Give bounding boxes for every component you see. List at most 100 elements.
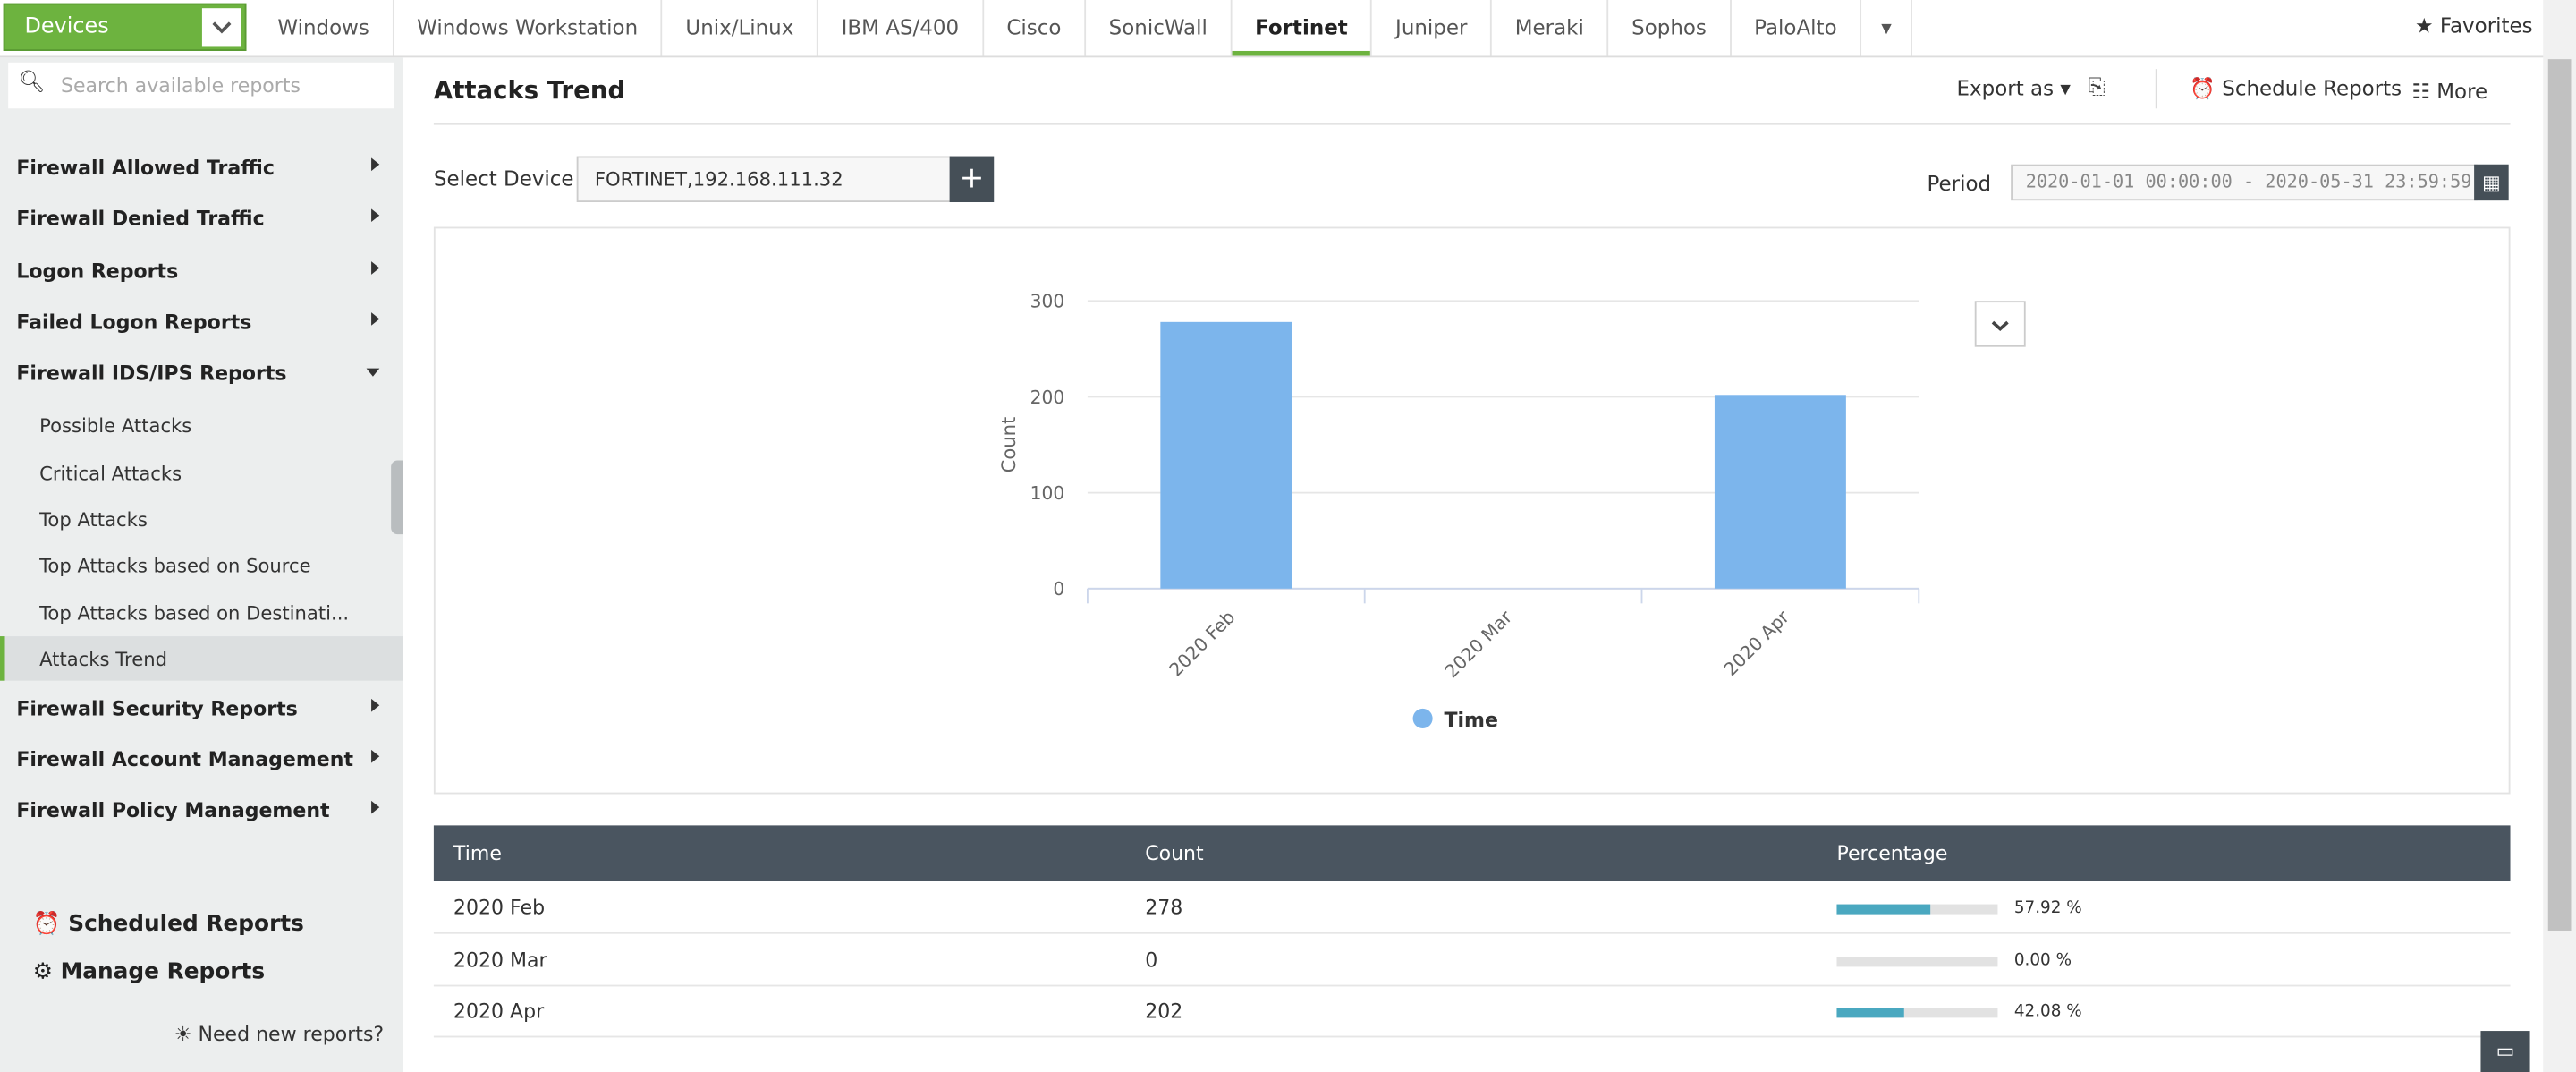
y-axis-title: Count (997, 417, 1020, 473)
tab[interactable]: Windows Workstation (394, 0, 663, 56)
cell: 0.00 % (2013, 950, 2072, 970)
top-bar: Devices Windows Windows Workstation Unix/L… (0, 0, 2576, 58)
chart-panel (433, 226, 2511, 795)
y-tick-label: 200 (1030, 387, 1065, 408)
cell: 0 (1145, 948, 1158, 971)
expand-arrow[interactable] (371, 208, 380, 223)
menu-group[interactable]: Firewall Account Management (16, 748, 353, 771)
schedule-button[interactable]: ⏰ Schedule Reports (2190, 75, 2402, 101)
chevron (212, 21, 232, 34)
schedule-label: Schedule Reports (2222, 75, 2402, 101)
column-header[interactable]: Count (1145, 841, 1204, 865)
tab-more[interactable]: ▾ (1861, 0, 1913, 56)
column-header[interactable]: Time (453, 841, 502, 865)
menu-item[interactable]: Critical Attacks (39, 462, 182, 486)
expand-arrow[interactable] (371, 749, 380, 763)
history-icon[interactable]: ⎘ (2088, 75, 2106, 101)
manage-reports[interactable]: ⚙ Manage Reports (32, 958, 266, 985)
y-tick-label: 300 (1030, 291, 1065, 312)
tab[interactable]: Unix/Linux (663, 0, 818, 56)
cell: 42.08 % (2013, 1002, 2082, 1022)
menu-item[interactable]: Possible Attacks (39, 414, 192, 438)
search-icon: 🔍︎ (18, 71, 46, 96)
expand-arrow[interactable] (371, 261, 380, 275)
device-value: FORTINET,192.168.111.32 (594, 167, 843, 191)
percent-track (1836, 1008, 1998, 1018)
y-tick-label: 0 (1053, 578, 1064, 600)
chevron (1991, 320, 2009, 331)
expand-arrow[interactable] (366, 368, 380, 377)
period-value: 2020-01-01 00:00:00 - 2020-05-31 23:59:5… (2025, 171, 2472, 192)
table-header (433, 825, 2511, 881)
scroll-thumb[interactable] (2547, 59, 2572, 931)
search-box[interactable]: 🔍︎ Search available reports (8, 62, 394, 109)
table-row (433, 933, 2511, 986)
menu-group[interactable]: Firewall Denied Traffic (16, 207, 265, 231)
menu-item[interactable]: Top Attacks based on Source (39, 554, 311, 577)
chat-button[interactable]: ▭ (2480, 1031, 2530, 1072)
export-button[interactable]: Export as ▾ (1956, 75, 2071, 101)
expand-arrow[interactable] (371, 157, 380, 172)
tab[interactable]: SonicWall (1086, 0, 1233, 56)
bar (1714, 395, 1846, 589)
need-new-label: Need new reports? (198, 1022, 385, 1046)
tab[interactable]: Cisco (984, 0, 1086, 56)
devices-label: Devices (24, 14, 109, 40)
more-button[interactable]: ☷ More (2411, 79, 2488, 104)
sidebar: 🔍︎ Search available reports ⏰ Scheduled … (0, 57, 402, 1072)
data-table: Time Count Percentage 2020 Feb 278 57.92 % 202… (433, 825, 2511, 1039)
legend-label: Time (1444, 710, 1497, 732)
percent-track (1836, 904, 1998, 915)
expand-arrow[interactable] (371, 698, 380, 712)
percent-track (1836, 956, 1998, 966)
x-tick-label: 2020 Feb (1165, 606, 1239, 680)
tab[interactable]: IBM AS/400 (818, 0, 984, 56)
period-input[interactable]: 2020-01-01 00:00:00 - 2020-05-31 23:59:5… (2011, 164, 2478, 201)
selected-highlight (0, 636, 402, 681)
menu-item[interactable]: Attacks Trend (39, 647, 168, 671)
menu-group[interactable]: Firewall Allowed Traffic (16, 156, 275, 180)
tab[interactable]: Windows (255, 0, 394, 56)
header-rule (433, 123, 2511, 125)
menu-group[interactable]: Failed Logon Reports (16, 311, 252, 334)
menu-group[interactable]: Firewall Security Reports (16, 697, 298, 720)
favorites-label: Favorites (2439, 13, 2533, 38)
collapse-handle[interactable] (391, 460, 402, 535)
menu-item[interactable]: Top Attacks based on Destinati... (39, 601, 350, 625)
cell: 278 (1145, 896, 1183, 920)
report-title: Attacks Trend (433, 75, 626, 106)
y-tick-label: 100 (1030, 482, 1065, 504)
menu-group[interactable]: Firewall Policy Management (16, 798, 330, 822)
legend-marker (1412, 708, 1433, 728)
tabs: Windows Windows Workstation Unix/Linux IBM … (255, 0, 1913, 56)
need-new-reports[interactable]: ☀ Need new reports? (174, 1022, 385, 1046)
table-row (433, 881, 2511, 934)
devices-button[interactable]: Devices (3, 3, 247, 51)
percent-bar (1836, 904, 1930, 915)
tab[interactable]: PaloAlto (1731, 0, 1862, 56)
tab[interactable]: Juniper (1372, 0, 1493, 56)
expand-arrow[interactable] (371, 312, 380, 326)
tab[interactable]: Meraki (1492, 0, 1609, 56)
percent-bar (1836, 1008, 1905, 1018)
menu-group[interactable]: Logon Reports (16, 259, 179, 284)
menu-group[interactable]: Firewall IDS/IPS Reports (16, 362, 287, 385)
cell: 2020 Apr (453, 1000, 545, 1023)
divider (2155, 69, 2157, 109)
tab[interactable]: Fortinet (1232, 0, 1373, 56)
expand-arrow[interactable] (371, 800, 380, 814)
menu-item[interactable]: Top Attacks (39, 507, 148, 532)
calendar-button[interactable]: ▦ (2474, 164, 2509, 201)
tab[interactable]: Sophos (1608, 0, 1732, 56)
more-label: More (2436, 79, 2488, 104)
chart-menu[interactable] (1974, 301, 2026, 347)
add-device-button[interactable]: + (949, 156, 995, 203)
scheduled-reports[interactable]: ⏰ Scheduled Reports (32, 910, 304, 938)
device-input[interactable]: FORTINET,192.168.111.32 (576, 156, 952, 203)
devices-dropdown[interactable] (201, 8, 242, 47)
column-header[interactable]: Percentage (1836, 841, 1948, 865)
scrollbar[interactable] (2543, 0, 2576, 1072)
cell: 2020 Mar (453, 948, 547, 971)
favorites[interactable]: ★ Favorites (2414, 13, 2533, 38)
